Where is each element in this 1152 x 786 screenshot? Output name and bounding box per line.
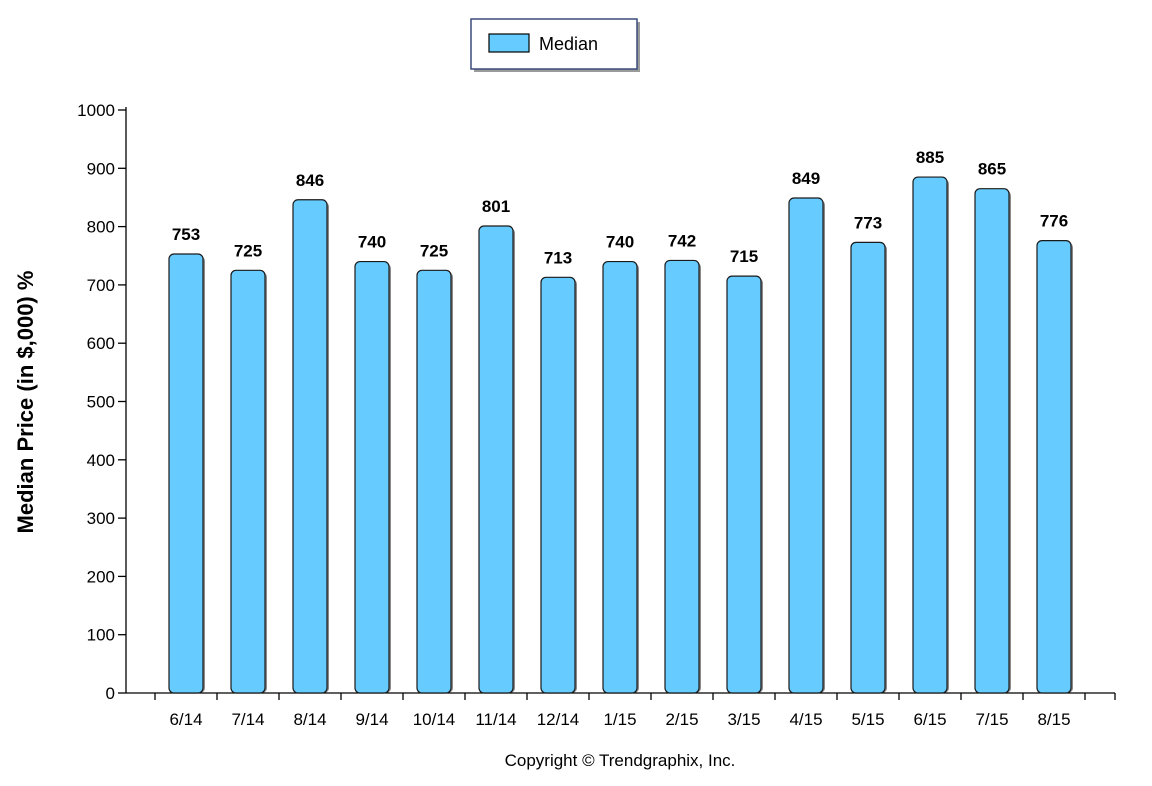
x-tick-label: 4/15 <box>789 710 822 729</box>
bar-value-label: 725 <box>234 241 262 260</box>
bar <box>788 197 824 694</box>
x-tick-label: 5/15 <box>851 710 884 729</box>
y-axis-title: Median Price (in $,000) % <box>13 271 38 534</box>
copyright-text: Copyright © Trendgraphix, Inc. <box>505 751 736 770</box>
x-tick-label: 2/15 <box>665 710 698 729</box>
bar <box>602 260 638 694</box>
bar <box>540 276 576 694</box>
y-tick-label: 100 <box>87 626 115 645</box>
y-tick-label: 600 <box>87 334 115 353</box>
y-tick-label: 1000 <box>77 101 115 120</box>
x-tick-label: 6/14 <box>169 710 202 729</box>
y-tick-label: 500 <box>87 393 115 412</box>
bar-value-label: 865 <box>978 160 1006 179</box>
bar <box>230 269 266 694</box>
bar-value-label: 725 <box>420 241 448 260</box>
bar-value-label: 742 <box>668 231 696 250</box>
bar <box>912 176 948 694</box>
x-tick-label: 7/14 <box>231 710 264 729</box>
y-axis: 0 100 200 300 400 500 600 700 800 900 1000 <box>77 101 127 703</box>
x-tick-label: 6/15 <box>913 710 946 729</box>
bar <box>478 225 514 694</box>
x-tick-label: 10/14 <box>413 710 456 729</box>
bar-value-label: 715 <box>730 247 758 266</box>
x-tick-label: 11/14 <box>475 710 516 729</box>
y-tick-label: 300 <box>87 509 115 528</box>
bar-value-label: 773 <box>854 213 882 232</box>
bar-value-label: 846 <box>296 171 324 190</box>
y-tick-label: 0 <box>106 684 115 703</box>
legend-label: Median <box>539 34 598 54</box>
bar-value-label: 740 <box>358 233 386 252</box>
bar-value-label: 753 <box>172 225 200 244</box>
x-axis: 6/14 7/14 8/14 9/14 10/14 11/14 12/14 1/15 2/15 3… <box>126 692 1116 729</box>
bar-value-label: 801 <box>482 197 510 216</box>
bars <box>168 176 1073 694</box>
bar-value-label: 849 <box>792 169 820 188</box>
bar <box>974 188 1010 694</box>
bar <box>726 275 762 694</box>
bar <box>664 259 700 694</box>
legend: Median <box>470 18 640 72</box>
bar-value-label: 740 <box>606 233 634 252</box>
bar <box>1036 239 1072 694</box>
bar <box>850 241 886 694</box>
y-tick-label: 700 <box>87 276 115 295</box>
x-tick-label: 8/14 <box>293 710 326 729</box>
x-tick-label: 12/14 <box>537 710 580 729</box>
x-tick-label: 9/14 <box>355 710 388 729</box>
y-tick-label: 900 <box>87 159 115 178</box>
data-labels: 753 725 846 740 725 801 713 740 742 715 849 773 885 8… <box>172 148 1068 267</box>
bar-value-label: 713 <box>544 248 572 267</box>
bar <box>354 260 390 694</box>
legend-swatch <box>488 33 530 53</box>
bar <box>168 253 204 694</box>
y-tick-label: 200 <box>87 567 115 586</box>
x-tick-label: 3/15 <box>727 710 760 729</box>
x-tick-label: 8/15 <box>1037 710 1070 729</box>
x-tick-label: 7/15 <box>975 710 1008 729</box>
bar-value-label: 885 <box>916 148 944 167</box>
bar <box>416 269 452 694</box>
bar <box>292 199 328 694</box>
y-tick-label: 400 <box>87 451 115 470</box>
x-tick-label: 1/15 <box>603 710 636 729</box>
bar-value-label: 776 <box>1040 212 1068 231</box>
y-tick-label: 800 <box>87 218 115 237</box>
